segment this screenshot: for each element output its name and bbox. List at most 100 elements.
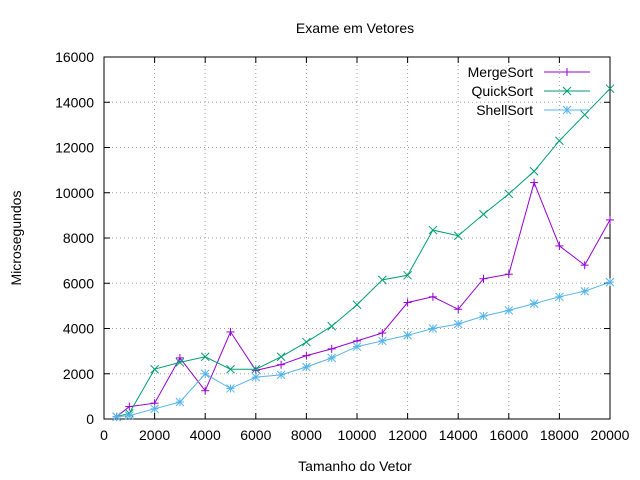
data-point-quicksort <box>605 84 615 94</box>
y-axis-ticks: 0 2000 4000 6000 8000 10000 12000 14000 16000 <box>55 49 610 427</box>
data-point-shellsort <box>302 362 311 372</box>
y-tick-label: 12000 <box>55 140 94 156</box>
series-shellsort <box>112 277 615 422</box>
data-point-quicksort <box>175 358 185 367</box>
series-line-mergesort <box>116 181 611 418</box>
y-tick-label: 2000 <box>63 366 94 382</box>
series-group <box>112 84 615 422</box>
data-point-quicksort <box>504 189 514 199</box>
y-tick-label: 10000 <box>55 185 94 201</box>
x-tick-label: 8000 <box>291 427 322 443</box>
data-point-shellsort <box>276 370 286 380</box>
data-point-quicksort <box>327 321 337 331</box>
data-point-quicksort <box>226 364 235 374</box>
data-point-shellsort <box>403 330 412 340</box>
y-tick-label: 16000 <box>55 49 94 65</box>
data-point-quicksort <box>150 364 159 374</box>
data-point-mergesort <box>226 327 235 336</box>
x-tick-label: 2000 <box>139 427 170 443</box>
series-quicksort <box>112 84 615 422</box>
data-point-shellsort <box>150 404 159 414</box>
y-tick-label: 8000 <box>63 230 94 246</box>
x-tick-label: 10000 <box>338 427 377 443</box>
data-point-quicksort <box>428 225 438 235</box>
x-tick-label: 16000 <box>489 427 528 443</box>
data-point-quicksort <box>580 110 590 120</box>
series-line-quicksort <box>116 88 611 418</box>
grid <box>104 57 610 419</box>
data-point-shellsort <box>200 369 210 379</box>
data-point-mergesort <box>428 292 437 301</box>
legend-item-quicksort: QuickSort <box>472 83 590 99</box>
y-tick-label: 14000 <box>55 94 94 110</box>
data-point-shellsort <box>175 397 185 407</box>
data-point-quicksort <box>200 352 210 362</box>
data-point-quicksort <box>352 300 362 310</box>
data-point-shellsort <box>377 336 387 346</box>
data-point-mergesort <box>580 261 589 270</box>
data-point-mergesort <box>454 305 463 314</box>
legend: MergeSort QuickSort ShellSort <box>468 64 590 118</box>
data-point-quicksort <box>529 166 539 176</box>
data-point-mergesort <box>555 241 564 250</box>
data-point-mergesort <box>403 298 412 307</box>
data-point-mergesort <box>251 366 260 375</box>
data-point-mergesort <box>530 178 539 187</box>
x-axis-ticks: 0 2000 4000 6000 8000 10000 12000 14000 16000 180… <box>100 57 630 443</box>
data-point-mergesort <box>302 351 311 360</box>
legend-label: ShellSort <box>476 102 533 118</box>
legend-marker-shellsort <box>562 105 572 115</box>
series-mergesort <box>112 178 614 421</box>
data-point-shellsort <box>580 286 590 296</box>
legend-marker-quicksort <box>562 86 572 96</box>
data-point-quicksort <box>276 352 286 362</box>
data-point-shellsort <box>504 306 514 315</box>
data-point-shellsort <box>428 324 438 333</box>
data-point-quicksort <box>453 231 463 241</box>
y-tick-label: 6000 <box>63 275 94 291</box>
data-point-shellsort <box>352 342 362 351</box>
data-point-shellsort <box>605 277 615 287</box>
y-tick-label: 0 <box>86 411 94 427</box>
data-point-mergesort <box>175 353 184 362</box>
x-axis-label: Tamanho do Vetor <box>298 458 412 474</box>
data-point-mergesort <box>277 360 286 369</box>
legend-item-shellsort: ShellSort <box>476 102 590 118</box>
y-tick-label: 4000 <box>63 321 94 337</box>
x-tick-label: 0 <box>100 427 108 443</box>
data-point-shellsort <box>453 319 463 329</box>
data-point-mergesort <box>125 402 134 411</box>
chart-title: Exame em Vetores <box>296 20 414 36</box>
data-point-shellsort <box>112 412 122 422</box>
data-point-quicksort <box>302 337 311 347</box>
x-tick-label: 20000 <box>591 427 630 443</box>
legend-item-mergesort: MergeSort <box>468 64 590 80</box>
data-point-shellsort <box>327 353 337 363</box>
x-tick-label: 18000 <box>540 427 579 443</box>
x-tick-label: 12000 <box>388 427 427 443</box>
data-point-shellsort <box>226 384 235 393</box>
x-tick-label: 14000 <box>439 427 478 443</box>
data-point-quicksort <box>403 270 412 280</box>
y-axis-label: Microsegundos <box>8 191 24 286</box>
data-point-shellsort <box>124 411 134 420</box>
x-tick-label: 4000 <box>190 427 221 443</box>
data-point-quicksort <box>377 275 387 285</box>
data-point-shellsort <box>251 372 261 382</box>
data-point-mergesort <box>504 270 513 279</box>
x-tick-label: 6000 <box>240 427 271 443</box>
data-point-shellsort <box>479 311 488 321</box>
data-point-quicksort <box>251 364 261 374</box>
legend-label: MergeSort <box>468 64 533 80</box>
data-point-mergesort <box>201 386 210 395</box>
data-point-shellsort <box>555 292 564 302</box>
legend-marker-mergesort <box>563 68 571 76</box>
data-point-mergesort <box>378 329 387 338</box>
data-point-quicksort <box>555 136 564 146</box>
data-point-quicksort <box>479 209 488 219</box>
legend-label: QuickSort <box>472 83 534 99</box>
data-point-mergesort <box>606 215 614 224</box>
data-point-mergesort <box>479 274 488 283</box>
data-point-shellsort <box>529 299 539 308</box>
